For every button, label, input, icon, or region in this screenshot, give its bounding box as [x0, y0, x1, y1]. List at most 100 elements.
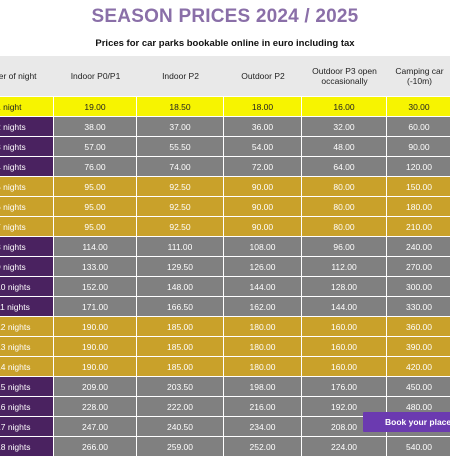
price-cell: 92.50 [137, 177, 224, 196]
price-cell: 150.00 [387, 177, 450, 196]
price-cell: 64.00 [302, 157, 387, 176]
row-nights-label: 11 nights [0, 297, 54, 316]
row-nights-label: 15 nights [0, 377, 54, 396]
price-cell: 190.00 [54, 317, 137, 336]
row-nights-label: 4 nights [0, 157, 54, 176]
price-cell: 144.00 [302, 297, 387, 316]
price-cell: 148.00 [137, 277, 224, 296]
row-nights-label: 6 nights [0, 197, 54, 216]
price-cell: 120.00 [387, 157, 450, 176]
price-cell: 190.00 [54, 357, 137, 376]
price-cell: 16.00 [302, 97, 387, 116]
price-cell: 198.00 [224, 377, 302, 396]
price-cell: 128.00 [302, 277, 387, 296]
price-cell: 185.00 [137, 337, 224, 356]
row-nights-label: 16 nights [0, 397, 54, 416]
price-cell: 48.00 [302, 137, 387, 156]
row-nights-label: 1 night [0, 97, 54, 116]
price-cell: 300.00 [387, 277, 450, 296]
row-nights-label: 14 nights [0, 357, 54, 376]
price-cell: 160.00 [302, 337, 387, 356]
price-cell: 90.00 [224, 197, 302, 216]
price-cell: 92.50 [137, 217, 224, 236]
price-cell: 55.50 [137, 137, 224, 156]
price-cell: 209.00 [54, 377, 137, 396]
row-nights-label: 9 nights [0, 257, 54, 276]
price-cell: 390.00 [387, 337, 450, 356]
price-cell: 450.00 [387, 377, 450, 396]
price-cell: 36.00 [224, 117, 302, 136]
header-indoor-p0-p1: Indoor P0/P1 [70, 71, 121, 81]
header-outdoor-p2: Outdoor P2 [241, 71, 285, 81]
price-cell: 360.00 [387, 317, 450, 336]
price-cell: 30.00 [387, 97, 450, 116]
price-cell: 57.00 [54, 137, 137, 156]
row-nights-label: 5 nights [0, 177, 54, 196]
price-cell: 259.00 [137, 437, 224, 456]
price-cell: 192.00 [302, 397, 387, 416]
book-your-place-button[interactable]: Book your place [363, 412, 450, 432]
price-cell: 74.00 [137, 157, 224, 176]
row-nights-label: 12 nights [0, 317, 54, 336]
price-cell: 540.00 [387, 437, 450, 456]
price-cell: 76.00 [54, 157, 137, 176]
price-cell: 95.00 [54, 177, 137, 196]
price-cell: 144.00 [224, 277, 302, 296]
row-nights-label: 10 nights [0, 277, 54, 296]
price-cell: 162.00 [224, 297, 302, 316]
price-cell: 19.00 [54, 97, 137, 116]
price-cell: 252.00 [224, 437, 302, 456]
price-cell: 111.00 [137, 237, 224, 256]
price-cell: 266.00 [54, 437, 137, 456]
price-cell: 32.00 [302, 117, 387, 136]
price-cell: 330.00 [387, 297, 450, 316]
price-cell: 80.00 [302, 197, 387, 216]
price-cell: 95.00 [54, 217, 137, 236]
price-cell: 185.00 [137, 317, 224, 336]
price-cell: 240.00 [387, 237, 450, 256]
price-cell: 60.00 [387, 117, 450, 136]
price-cell: 180.00 [224, 317, 302, 336]
price-cell: 234.00 [224, 417, 302, 436]
row-nights-label: 7 nights [0, 217, 54, 236]
price-cell: 228.00 [54, 397, 137, 416]
price-cell: 166.50 [137, 297, 224, 316]
row-nights-label: 18 nights [0, 437, 54, 456]
price-cell: 176.00 [302, 377, 387, 396]
price-cell: 224.00 [302, 437, 387, 456]
price-cell: 72.00 [224, 157, 302, 176]
price-cell: 203.50 [137, 377, 224, 396]
price-cell: 216.00 [224, 397, 302, 416]
price-cell: 222.00 [137, 397, 224, 416]
price-cell: 114.00 [54, 237, 137, 256]
price-cell: 129.50 [137, 257, 224, 276]
header-indoor-p2: Indoor P2 [162, 71, 199, 81]
row-nights-label: 3 nights [0, 137, 54, 156]
header-outdoor-p3: Outdoor P3 open occasionally [312, 66, 377, 86]
price-cell: 190.00 [54, 337, 137, 356]
price-cell: 80.00 [302, 177, 387, 196]
price-cell: 160.00 [302, 357, 387, 376]
price-cell: 38.00 [54, 117, 137, 136]
price-cell: 96.00 [302, 237, 387, 256]
price-cell: 37.00 [137, 117, 224, 136]
price-cell: 133.00 [54, 257, 137, 276]
price-cell: 420.00 [387, 357, 450, 376]
table-header-row: ber of night Indoor P0/P1 Indoor P2 Outd… [0, 56, 450, 97]
price-cell: 180.00 [224, 337, 302, 356]
